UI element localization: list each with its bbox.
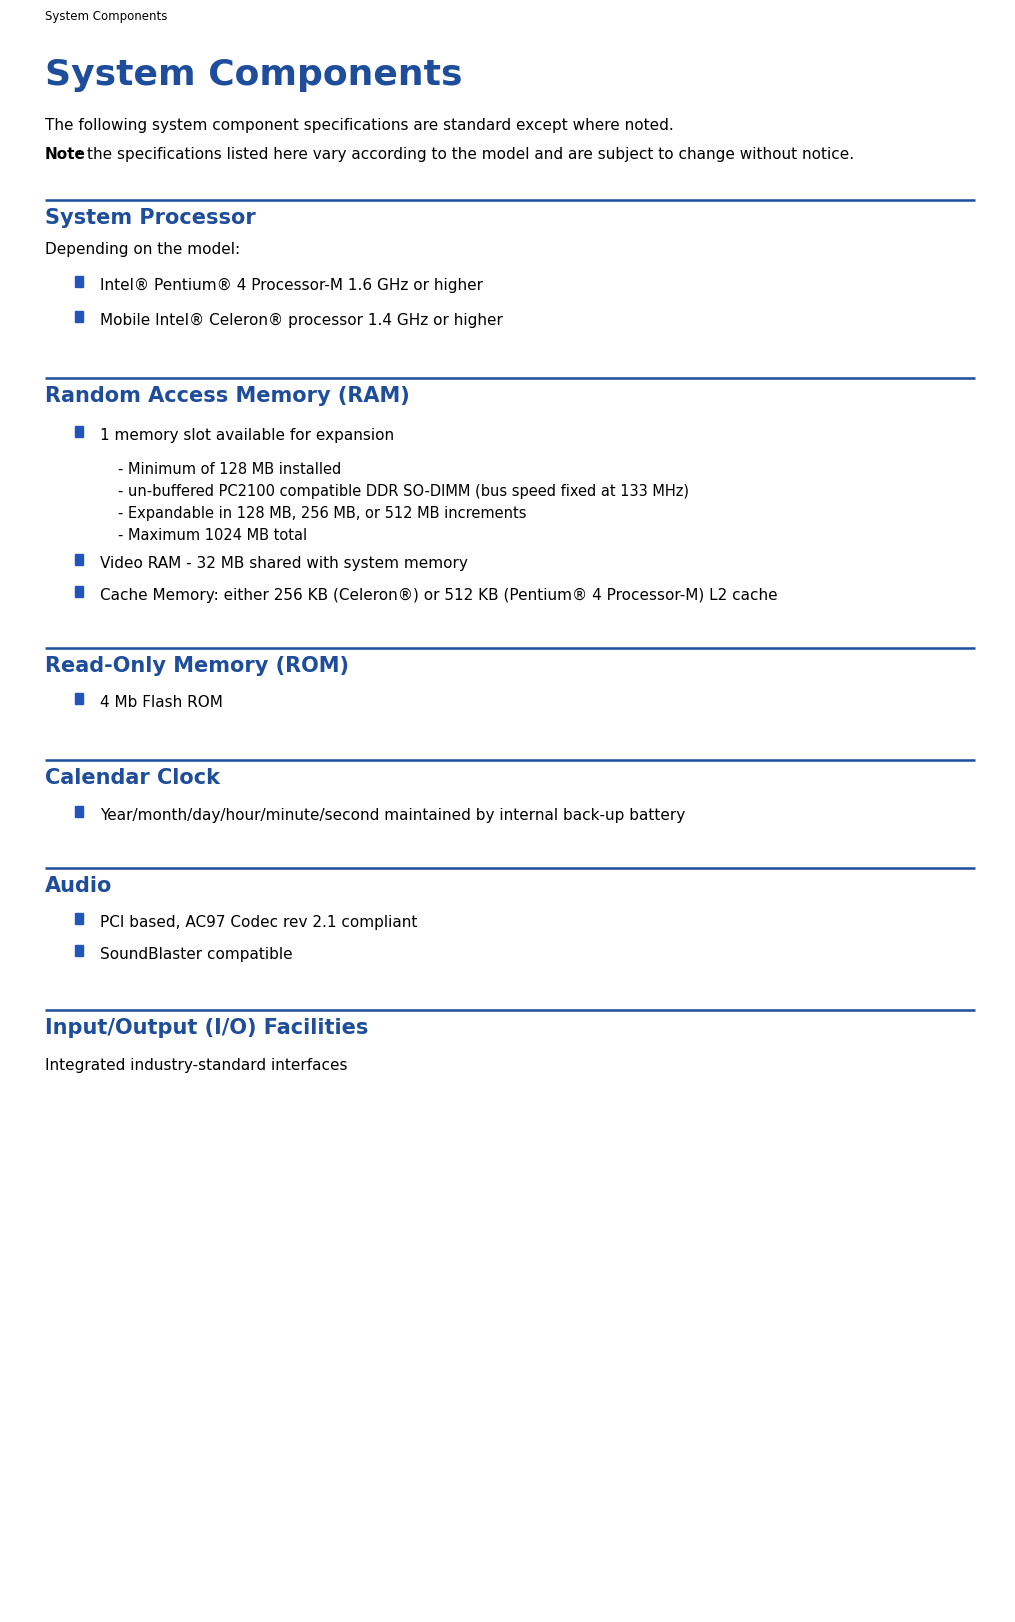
FancyBboxPatch shape <box>75 555 83 566</box>
FancyBboxPatch shape <box>75 427 83 438</box>
FancyBboxPatch shape <box>75 806 83 817</box>
Text: System Components: System Components <box>45 10 167 23</box>
Text: Input/Output (I/O) Facilities: Input/Output (I/O) Facilities <box>45 1019 368 1038</box>
FancyBboxPatch shape <box>75 913 83 925</box>
Text: Integrated industry-standard interfaces: Integrated industry-standard interfaces <box>45 1058 347 1074</box>
Text: - Expandable in 128 MB, 256 MB, or 512 MB increments: - Expandable in 128 MB, 256 MB, or 512 M… <box>118 506 527 521</box>
Text: Audio: Audio <box>45 876 113 895</box>
Text: Cache Memory: either 256 KB (Celeron®) or 512 KB (Pentium® 4 Processor-M) L2 cac: Cache Memory: either 256 KB (Celeron®) o… <box>100 589 777 603</box>
FancyBboxPatch shape <box>75 586 83 597</box>
Text: Video RAM - 32 MB shared with system memory: Video RAM - 32 MB shared with system mem… <box>100 556 468 571</box>
FancyBboxPatch shape <box>75 276 83 287</box>
Text: - Minimum of 128 MB installed: - Minimum of 128 MB installed <box>118 462 341 477</box>
Text: Calendar Clock: Calendar Clock <box>45 767 220 788</box>
Text: Note: Note <box>45 148 86 162</box>
Text: The following system component specifications are standard except where noted.: The following system component specifica… <box>45 118 674 133</box>
Text: Depending on the model:: Depending on the model: <box>45 242 241 256</box>
Text: System Components: System Components <box>45 58 463 92</box>
Text: 1 memory slot available for expansion: 1 memory slot available for expansion <box>100 428 394 443</box>
Text: 4 Mb Flash ROM: 4 Mb Flash ROM <box>100 694 223 710</box>
Text: System Processor: System Processor <box>45 208 256 229</box>
FancyBboxPatch shape <box>75 693 83 704</box>
Text: : the specifications listed here vary according to the model and are subject to : : the specifications listed here vary ac… <box>77 148 855 162</box>
FancyBboxPatch shape <box>75 946 83 957</box>
Text: PCI based, AC97 Codec rev 2.1 compliant: PCI based, AC97 Codec rev 2.1 compliant <box>100 915 417 929</box>
Text: - un-buffered PC2100 compatible DDR SO-DIMM (bus speed fixed at 133 MHz): - un-buffered PC2100 compatible DDR SO-D… <box>118 483 689 500</box>
Text: Year/month/day/hour/minute/second maintained by internal back-up battery: Year/month/day/hour/minute/second mainta… <box>100 808 685 822</box>
Text: SoundBlaster compatible: SoundBlaster compatible <box>100 947 292 962</box>
Text: Mobile Intel® Celeron® processor 1.4 GHz or higher: Mobile Intel® Celeron® processor 1.4 GHz… <box>100 313 502 328</box>
Text: Intel® Pentium® 4 Processor-M 1.6 GHz or higher: Intel® Pentium® 4 Processor-M 1.6 GHz or… <box>100 277 483 294</box>
Text: - Maximum 1024 MB total: - Maximum 1024 MB total <box>118 529 308 543</box>
FancyBboxPatch shape <box>75 311 83 323</box>
Text: Random Access Memory (RAM): Random Access Memory (RAM) <box>45 386 410 406</box>
Text: Read-Only Memory (ROM): Read-Only Memory (ROM) <box>45 655 349 676</box>
